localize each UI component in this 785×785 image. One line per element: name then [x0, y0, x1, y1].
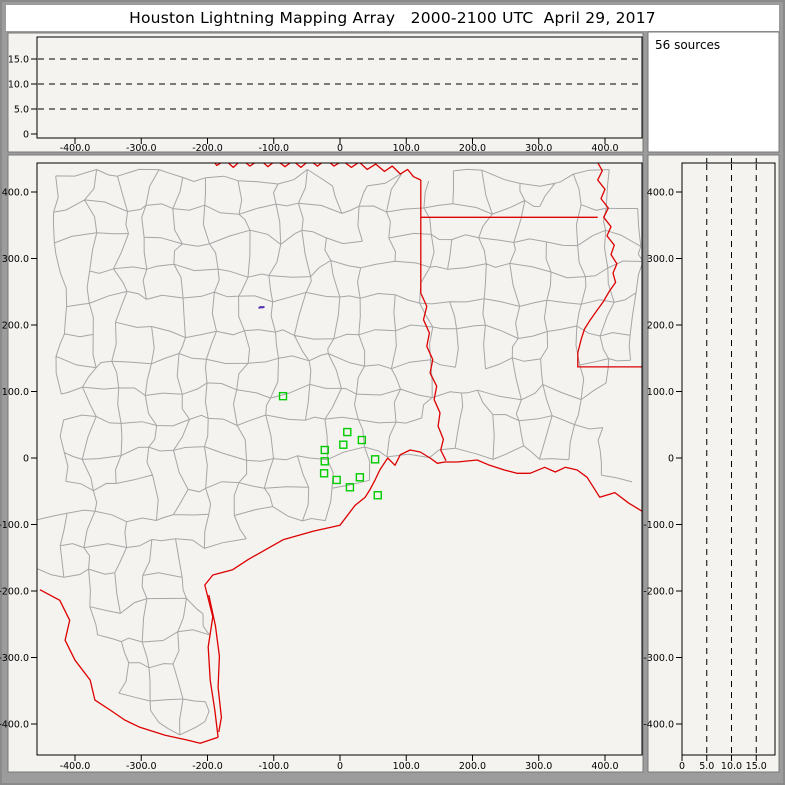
gulf-coastline — [204, 449, 642, 738]
x-tick-label: 300.0 — [525, 761, 552, 772]
ns-altitude-plot-area[interactable] — [681, 162, 776, 756]
x-tick-label: -200.0 — [192, 761, 223, 772]
lma-station-marker — [320, 445, 329, 455]
x-tick-label: 100.0 — [393, 143, 420, 154]
x-tick-label: 0 — [337, 143, 343, 154]
y-tick-label: -400.0 — [643, 720, 674, 731]
y-tick-label: 300.0 — [2, 254, 29, 265]
map-layers — [37, 163, 642, 744]
source-count-box — [647, 31, 780, 153]
lma-station-marker — [355, 473, 365, 482]
x-tick-label: 15.0 — [746, 761, 767, 772]
y-tick-label: 0 — [23, 130, 29, 141]
barrier-island-coastline — [208, 594, 223, 733]
y-tick-label: 10.0 — [8, 80, 29, 91]
rio-grande-border — [39, 589, 219, 744]
y-tick-label: 0 — [668, 454, 674, 465]
lma-station-marker — [339, 440, 348, 449]
y-tick-label: 200.0 — [2, 321, 29, 332]
x-tick-label: 400.0 — [591, 143, 618, 154]
x-tick-label: -100.0 — [258, 761, 289, 772]
source-count-label: 56 sources — [655, 38, 721, 52]
y-tick-label: 400.0 — [647, 188, 674, 199]
y-tick-label: 300.0 — [647, 254, 674, 265]
x-tick-label: -300.0 — [126, 761, 157, 772]
sabine-river-border — [420, 292, 447, 461]
lma-station-marker — [345, 483, 355, 492]
county-boundaries — [37, 168, 642, 736]
x-tick-label: -100.0 — [258, 143, 289, 154]
x-tick-label: 200.0 — [459, 143, 486, 154]
page-title: Houston Lightning Mapping Array 2000-210… — [129, 9, 656, 27]
lma-station-marker — [320, 457, 329, 466]
y-tick-label: -200.0 — [0, 587, 29, 598]
lma-station-marker — [373, 491, 382, 500]
x-tick-label: -400.0 — [60, 761, 91, 772]
y-tick-label: -100.0 — [643, 520, 674, 531]
mississippi-river-border — [577, 163, 618, 367]
y-tick-label: 100.0 — [647, 387, 674, 398]
ew-altitude-plot-area[interactable] — [36, 36, 643, 139]
window-title-bar: Houston Lightning Mapping Array 2000-210… — [6, 5, 779, 31]
x-tick-label: -400.0 — [60, 143, 91, 154]
x-tick-label: 10.0 — [721, 761, 742, 772]
y-tick-label: -300.0 — [0, 653, 29, 664]
lma-station-marker — [370, 455, 380, 464]
lightning-source-dot — [258, 306, 261, 309]
y-tick-label: 0 — [23, 454, 29, 465]
lma-station-marker — [357, 435, 367, 445]
y-tick-label: -200.0 — [643, 587, 674, 598]
y-tick-label: 15.0 — [8, 55, 29, 66]
lma-station-marker — [278, 391, 288, 401]
y-tick-label: 100.0 — [2, 387, 29, 398]
y-tick-label: -400.0 — [0, 720, 29, 731]
x-tick-label: 400.0 — [591, 761, 618, 772]
x-tick-label: 200.0 — [459, 761, 486, 772]
x-tick-label: -200.0 — [192, 143, 223, 154]
x-tick-label: 100.0 — [393, 761, 420, 772]
x-tick-label: -300.0 — [126, 143, 157, 154]
y-tick-label: -100.0 — [0, 520, 29, 531]
y-tick-label: 200.0 — [647, 321, 674, 332]
x-tick-label: 5.0 — [699, 761, 714, 772]
lightning-source-dot — [262, 306, 265, 309]
x-tick-label: 0 — [679, 761, 685, 772]
y-tick-label: 400.0 — [2, 188, 29, 199]
lightning-source-dot — [261, 306, 264, 309]
red-river-border — [214, 163, 422, 181]
y-tick-label: -300.0 — [643, 653, 674, 664]
x-tick-label: 0 — [337, 761, 343, 772]
lma-station-marker — [343, 427, 352, 437]
y-tick-label: 5.0 — [14, 105, 29, 116]
x-tick-label: 300.0 — [525, 143, 552, 154]
lma-station-marker — [319, 469, 329, 478]
lightning-source-dot — [259, 306, 262, 309]
lma-station-marker — [332, 475, 341, 485]
